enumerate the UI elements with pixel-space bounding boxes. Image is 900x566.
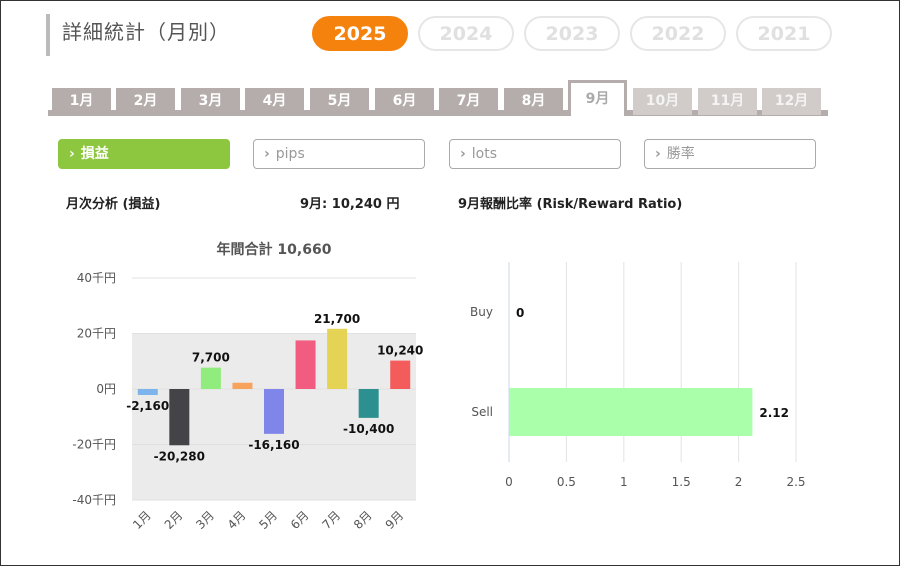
bar [200, 367, 221, 389]
metric-lots-label: lots [471, 146, 498, 162]
tab-month-7[interactable]: 7月 [439, 88, 498, 115]
x-tick-label: 0.5 [557, 475, 576, 489]
chevron-right-icon: › [460, 146, 466, 162]
x-tick-label: 1月 [130, 508, 154, 532]
bar [264, 389, 284, 434]
metric-lots-button[interactable]: › lots [449, 139, 621, 169]
metric-profit-label: 損益 [80, 146, 109, 162]
tab-month-10[interactable]: 10月 [633, 88, 692, 115]
data-label: -10,400 [343, 422, 394, 436]
metric-pips-label: pips [275, 146, 305, 162]
x-tick-label: 6月 [288, 508, 312, 532]
year-2024-button[interactable]: 2024 [418, 16, 514, 51]
y-tick-label: 40千円 [77, 271, 116, 285]
year-2022-button[interactable]: 2022 [630, 16, 726, 51]
bar [390, 360, 411, 389]
month-tabs-baseline [48, 110, 828, 116]
data-label: -16,160 [248, 438, 299, 452]
x-tick-label: 5月 [256, 508, 280, 532]
tab-month-4[interactable]: 4月 [245, 88, 304, 115]
x-tick-label: 3月 [193, 508, 217, 532]
data-label: 2.12 [759, 406, 789, 420]
metric-profit-button[interactable]: › 損益 [58, 139, 230, 169]
month-tabs: 1月 2月 3月 4月 5月 6月 7月 8月 9月 10月 11月 12月 [48, 80, 828, 116]
x-tick-label: 2 [735, 475, 743, 489]
y-tick-label: -40千円 [72, 493, 116, 507]
x-tick-label: 1 [620, 475, 628, 489]
month-total: 9月: 10,240 円 [300, 197, 400, 212]
monthly-profit-chart: 40千円 20千円 0円 -20千円 -40千円 年間合計 10,660 -2,160 1月 -… [72, 241, 423, 532]
bar [232, 382, 253, 389]
y-tick-label: Buy [470, 305, 493, 319]
x-tick-label: 9月 [383, 508, 407, 532]
x-tick-label: 0 [505, 475, 513, 489]
plot-band [132, 444, 416, 500]
chart-title: 年間合計 10,660 [217, 241, 332, 258]
page-title: 詳細統計（月別） [46, 14, 230, 56]
bar [327, 328, 348, 389]
tab-month-12[interactable]: 12月 [762, 88, 821, 115]
chevron-right-icon: › [69, 146, 75, 162]
y-tick-label: -20千円 [72, 438, 116, 452]
metric-winrate-label: 勝率 [666, 146, 695, 162]
year-2025-button[interactable]: 2025 [312, 16, 408, 51]
tab-month-11[interactable]: 11月 [698, 88, 757, 115]
x-tick-label: 4月 [225, 508, 249, 532]
risk-reward-chart: 0 0.5 1 1.5 2 2.5 Buy 0 Sell 2.12 [470, 262, 806, 489]
y-tick-label: 20千円 [77, 327, 116, 341]
y-tick-label: Sell [471, 405, 493, 419]
x-tick-label: 7月 [319, 508, 343, 532]
bar [358, 389, 379, 418]
chevron-right-icon: › [264, 146, 270, 162]
tab-month-8[interactable]: 8月 [504, 88, 563, 115]
tab-month-5[interactable]: 5月 [310, 88, 369, 115]
y-tick-label: 0円 [96, 382, 116, 396]
year-selector: 2025 2024 2023 2022 2021 [312, 16, 832, 51]
data-label: 10,240 [377, 344, 423, 358]
bar [137, 389, 158, 395]
bar [169, 389, 190, 446]
metric-winrate-button[interactable]: › 勝率 [644, 139, 816, 169]
data-label: 21,700 [314, 312, 360, 326]
bar [295, 340, 316, 389]
data-label: 0 [516, 306, 524, 320]
data-label: 7,700 [192, 351, 230, 365]
x-tick-label: 2.5 [786, 475, 805, 489]
tab-month-6[interactable]: 6月 [375, 88, 434, 115]
data-label: -20,280 [154, 449, 205, 463]
x-tick-label: 2月 [162, 508, 186, 532]
monthly-analysis-title: 月次分析 (損益) [66, 197, 161, 212]
data-label: -2,160 [126, 399, 169, 413]
tab-month-9[interactable]: 9月 [568, 80, 627, 116]
year-2023-button[interactable]: 2023 [524, 16, 620, 51]
x-tick-label: 8月 [351, 508, 375, 532]
risk-reward-title: 9月報酬比率 (Risk/Reward Ratio) [458, 197, 683, 212]
chevron-right-icon: › [655, 146, 661, 162]
x-tick-label: 1.5 [672, 475, 691, 489]
metric-pips-button[interactable]: › pips [253, 139, 425, 169]
tab-month-3[interactable]: 3月 [181, 88, 240, 115]
year-2021-button[interactable]: 2021 [736, 16, 832, 51]
tab-month-2[interactable]: 2月 [116, 88, 175, 115]
tab-month-1[interactable]: 1月 [52, 88, 111, 115]
bar [509, 388, 753, 436]
